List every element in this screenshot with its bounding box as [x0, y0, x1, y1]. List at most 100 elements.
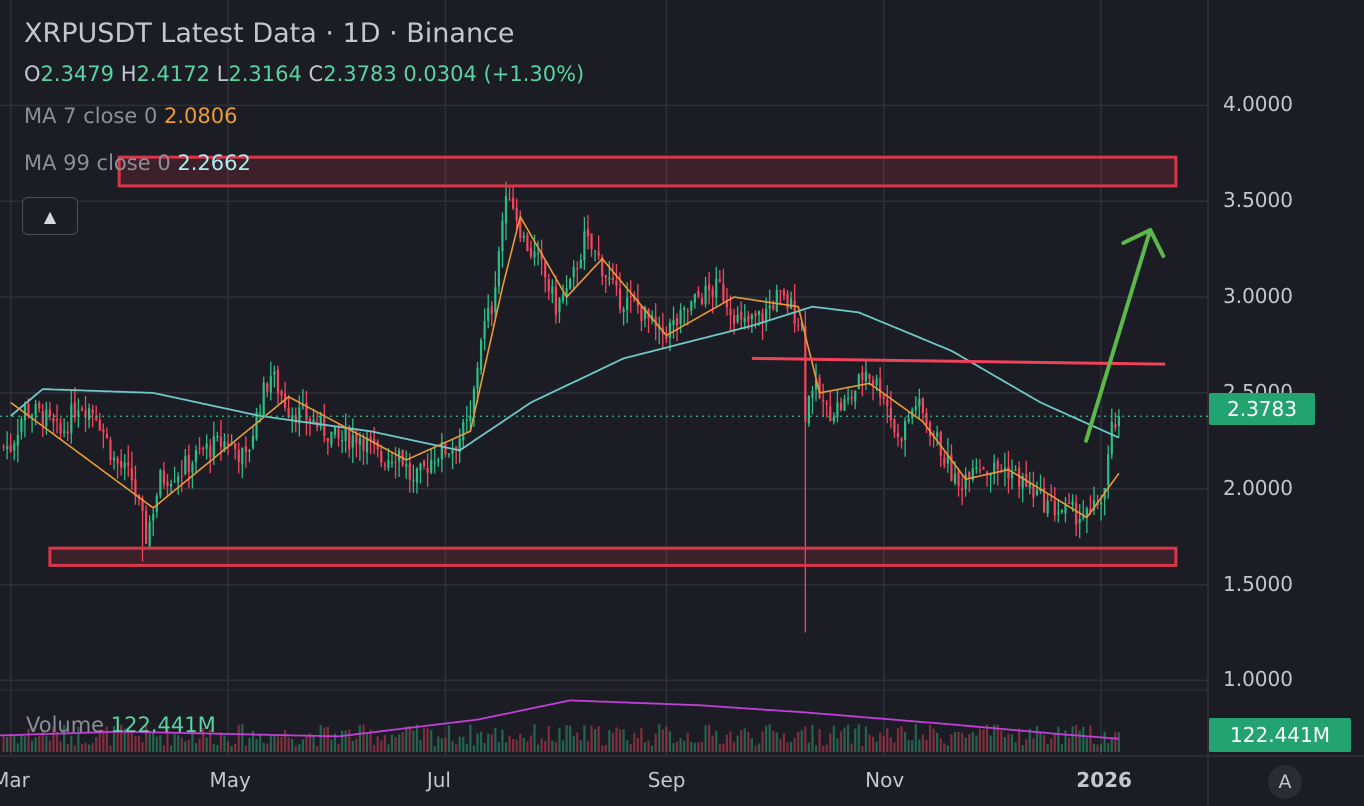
volume-bar [45, 736, 48, 752]
candle-body [561, 294, 565, 302]
candle-body [569, 278, 572, 289]
volume-bar [127, 727, 130, 752]
volume-bar [305, 736, 308, 752]
candle-body [45, 409, 48, 427]
candle-body [426, 468, 429, 473]
candle-body [683, 307, 686, 311]
volume-bar [804, 726, 807, 752]
volume-bar [832, 725, 835, 752]
breakout-line [751, 356, 1166, 366]
candle-body [380, 451, 383, 463]
volume-bar [551, 740, 554, 752]
candle-body [601, 257, 604, 277]
candle-body [1042, 487, 1046, 513]
volume-bar [230, 745, 233, 752]
candle-body [344, 428, 347, 442]
volume-bar [590, 725, 593, 752]
candle-body [134, 479, 137, 497]
candle-body [832, 416, 835, 422]
volume-bar [871, 736, 875, 752]
volume-bar [854, 728, 857, 752]
volume-bar [177, 735, 180, 752]
volume-bar [1014, 742, 1017, 752]
volume-bar [280, 736, 283, 752]
volume-bar [226, 741, 230, 752]
ma99-legend[interactable]: MA 99 close 0 2.2662 [24, 151, 251, 175]
candle-body [846, 398, 850, 400]
volume-bar [169, 745, 173, 752]
candle-body [444, 444, 447, 455]
candle-body [643, 306, 647, 320]
candle-body [390, 462, 394, 464]
volume-bar [52, 727, 55, 752]
candle-body [586, 228, 590, 237]
candlestick-series [2, 181, 1121, 633]
volume-bar [1057, 726, 1060, 752]
volume-bar [747, 731, 750, 752]
volume-bar [27, 728, 30, 752]
candle-body [740, 311, 743, 320]
volume-bar [611, 732, 615, 752]
volume-bar [526, 741, 529, 752]
candle-body [583, 231, 586, 260]
candle-body [130, 468, 133, 481]
volume-bar [426, 728, 429, 752]
candle-body [91, 409, 94, 414]
volume-bar [964, 737, 967, 752]
candle-body [590, 233, 593, 249]
volume-bar [162, 745, 166, 752]
volume-bar [536, 744, 540, 752]
candle-body [843, 399, 846, 411]
volume-bar [433, 745, 436, 752]
candle-body [369, 437, 372, 441]
volume-bar [608, 730, 611, 752]
candle-body [1064, 503, 1067, 514]
ohlc-readout: O2.3479 H2.4172 L2.3164 C2.3783 0.0304 (… [24, 62, 584, 86]
volume-bar [1021, 744, 1024, 752]
close-label: C [308, 62, 324, 86]
candle-body [971, 468, 974, 480]
volume-bar [205, 737, 208, 752]
candle-body [301, 405, 304, 407]
volume-bar [202, 727, 205, 752]
candle-body [554, 286, 557, 315]
candle-body [1078, 519, 1081, 523]
candle-body [55, 419, 59, 421]
volume-bar [693, 742, 696, 752]
candle-body [964, 474, 967, 489]
candle-body [1071, 501, 1074, 505]
candle-body [907, 418, 910, 422]
candle-body [1092, 500, 1096, 511]
candle-body [105, 433, 109, 438]
candle-body [800, 323, 803, 326]
volume-bar [683, 740, 686, 752]
volume-bar [754, 745, 757, 752]
candle-body [365, 437, 369, 453]
candle-body [1018, 467, 1021, 487]
candle-body [255, 412, 258, 439]
collapse-legend-button[interactable]: ▲ [22, 197, 78, 235]
candle-body [77, 410, 80, 417]
volume-bar [636, 737, 639, 752]
volume-bar [700, 741, 704, 752]
candle-body [159, 470, 162, 496]
candle-body [618, 288, 622, 310]
volume-bar [494, 727, 497, 752]
volume-bar [822, 745, 825, 752]
volume-legend[interactable]: Volume 122.441M [26, 713, 216, 737]
volume-ma-line [0, 699, 1119, 740]
candle-body [184, 456, 187, 475]
volume-bar [212, 744, 215, 752]
candle-body [412, 479, 415, 482]
auto-scale-button[interactable]: A [1268, 765, 1302, 799]
candle-body [700, 298, 704, 305]
candle-body [1114, 424, 1117, 429]
volume-bar [180, 737, 183, 752]
volume-bar [675, 741, 679, 752]
volume-bar [266, 743, 269, 752]
volume-bar [825, 744, 828, 752]
candle-body [333, 426, 337, 435]
ma7-legend[interactable]: MA 7 close 0 2.0806 [24, 104, 238, 128]
volume-bar [134, 736, 137, 752]
